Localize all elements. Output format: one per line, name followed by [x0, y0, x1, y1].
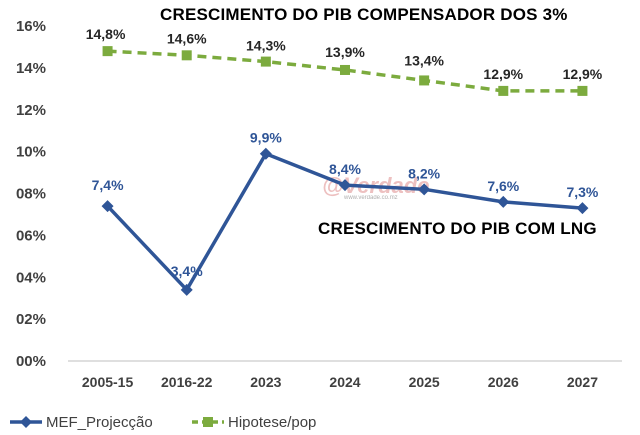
watermark-subtext: www.verdade.co.mz: [343, 195, 398, 201]
data-label: 13,9%: [325, 44, 365, 60]
data-label: 8,2%: [408, 165, 440, 181]
y-tick-label: 10%: [16, 144, 46, 161]
data-label: 12,9%: [563, 66, 603, 82]
data-label: 8,4%: [329, 161, 361, 177]
y-tick-label: 02%: [16, 311, 46, 328]
data-label: 12,9%: [483, 66, 523, 82]
data-label: 7,3%: [566, 184, 598, 200]
annotations: CRESCIMENTO DO PIB COMPENSADOR DOS 3% CR…: [160, 5, 597, 238]
data-point: [101, 200, 114, 213]
legend-item: Hipotese/pop: [192, 414, 316, 431]
y-tick-label: 12%: [16, 102, 46, 119]
x-tick-label: 2005-15: [82, 374, 134, 390]
legend-item: MEF_Projecção: [10, 414, 153, 431]
data-point: [339, 179, 351, 192]
data-label: 14,6%: [167, 30, 207, 46]
data-point: [102, 46, 113, 57]
data-point: [576, 202, 589, 215]
series-layer: 7,4%3,4%9,9%8,4% 8,2%7,6% 7,3%14,8% 14,6% 14…: [86, 26, 603, 296]
y-tick-label: 06%: [16, 227, 46, 244]
data-label: 7,6%: [487, 178, 519, 194]
data-label: 14,8%: [86, 26, 126, 42]
x-tick-label: 2025: [409, 374, 440, 390]
data-point: [260, 56, 271, 67]
legend-marker: [203, 417, 213, 427]
data-point: [418, 183, 431, 196]
data-label: 9,9%: [250, 130, 282, 146]
x-tick-label: 2016-22: [161, 374, 213, 390]
data-label: 7,4%: [92, 177, 124, 193]
x-tick-label: 2023: [250, 374, 281, 390]
y-axis: 00% 02% 04% 06% 08% 10% 12% 14% 16%: [16, 18, 46, 370]
x-tick-label: 2027: [567, 374, 598, 390]
x-tick-label: 2026: [488, 374, 519, 390]
y-tick-label: 14%: [16, 60, 46, 77]
data-point: [181, 50, 192, 61]
data-point: [497, 195, 510, 208]
x-tick-label: 2024: [329, 374, 360, 390]
legend-marker: [20, 416, 32, 428]
data-point: [577, 85, 588, 96]
data-label: 3,4%: [171, 263, 203, 279]
annotation-middle: CRESCIMENTO DO PIB COM LNG: [318, 219, 597, 238]
series-mef-projeccao: 7,4% 3,4% 9,9% 8,4% 8,2% 7,6% 7,3%: [92, 130, 599, 296]
y-tick-label: 00%: [16, 353, 46, 370]
series-hipotese-pop: 14,8% 14,6% 14,3% 13,9% 13,4% 12,9% 12,9%: [86, 26, 603, 96]
annotation-top: CRESCIMENTO DO PIB COMPENSADOR DOS 3%: [160, 5, 568, 24]
legend-label: Hipotese/pop: [228, 414, 316, 431]
y-tick-label: 08%: [16, 186, 46, 203]
data-point: [498, 85, 509, 96]
data-point: [180, 283, 193, 296]
y-tick-label: 16%: [16, 18, 46, 35]
y-tick-label: 04%: [16, 269, 46, 286]
data-point: [340, 64, 350, 75]
data-point: [259, 147, 272, 160]
legend: MEF_Projecção Hipotese/pop: [10, 414, 316, 431]
data-label: 13,4%: [404, 52, 444, 68]
legend-label: MEF_Projecção: [46, 414, 153, 431]
x-axis: 2005-15 2016-22 2023 2024 2025 2026 2027: [68, 360, 622, 390]
data-point: [419, 75, 430, 86]
data-label: 14,3%: [246, 38, 286, 54]
